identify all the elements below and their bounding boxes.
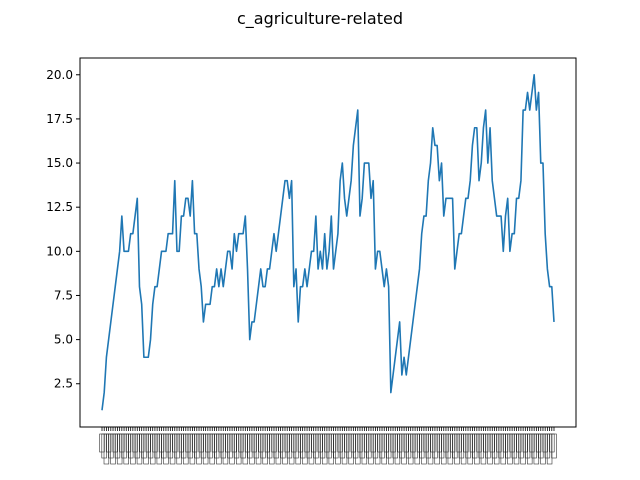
y-tick-label: 15.0 [46, 156, 73, 170]
y-tick-label: 10.0 [46, 244, 73, 258]
axes-frame [79, 57, 577, 428]
x-axis [99, 427, 557, 465]
chart-title: c_agriculture-related [237, 9, 403, 29]
y-tick-label: 2.5 [54, 377, 73, 391]
y-tick-label: 17.5 [46, 112, 73, 126]
y-tick-label: 20.0 [46, 68, 73, 82]
y-tick-label: 5.0 [54, 333, 73, 347]
y-axis: 2.5 5.0 7.5 10.0 12.5 15.0 17.5 20.0 [46, 68, 80, 391]
series-line [101, 73, 555, 411]
y-tick-label: 7.5 [54, 288, 73, 302]
plot-area [101, 73, 555, 411]
x-tick-label-mark [551, 433, 557, 459]
y-tick-label: 12.5 [46, 200, 73, 214]
